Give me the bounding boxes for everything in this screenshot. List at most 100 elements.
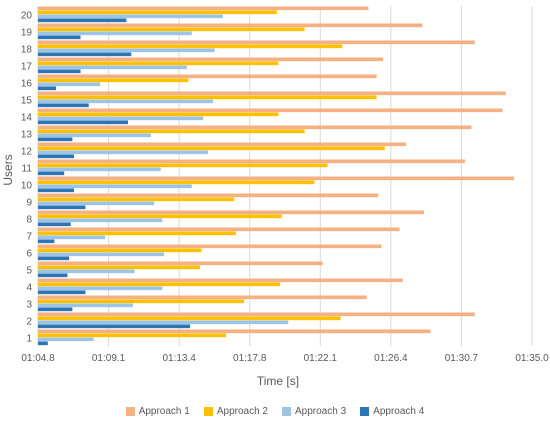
- y-tick-label: 3: [26, 300, 32, 311]
- y-tick-label: 8: [26, 215, 32, 226]
- y-tick-label: 16: [21, 79, 33, 90]
- legend-label: Approach 4: [373, 406, 425, 417]
- bar-approach-1-user-15: [38, 91, 506, 96]
- bar-approach-2-user-19: [38, 27, 305, 32]
- bar-approach-1-user-17: [38, 57, 384, 62]
- bar-approach-2-user-16: [38, 78, 189, 83]
- bar-approach-4-user-1: [38, 341, 48, 346]
- y-tick-label: 20: [21, 11, 33, 22]
- x-axis-label: Time [s]: [257, 374, 299, 388]
- y-tick-label: 11: [22, 164, 33, 175]
- bar-approach-4-user-8: [38, 222, 71, 227]
- x-tick-label: 01:04.8: [21, 353, 55, 364]
- bar-approach-3-user-12: [38, 150, 209, 155]
- bar-approach-2-user-17: [38, 61, 279, 66]
- bar-approach-4-user-6: [38, 256, 70, 261]
- bar-approach-3-user-7: [38, 235, 106, 240]
- x-tick-label: 01:22.1: [304, 353, 338, 364]
- bar-approach-4-user-10: [38, 188, 74, 193]
- bar-approach-3-user-16: [38, 82, 101, 87]
- bar-approach-2-user-14: [38, 112, 279, 117]
- y-tick-label: 17: [21, 62, 33, 73]
- y-tick-label: 5: [26, 266, 32, 277]
- bar-approach-2-user-10: [38, 180, 315, 185]
- bar-approach-2-user-15: [38, 95, 377, 100]
- bar-approach-1-user-4: [38, 278, 403, 283]
- bar-approach-4-user-4: [38, 290, 86, 295]
- x-tick-label: 01:17.8: [233, 353, 267, 364]
- bar-approach-4-user-5: [38, 273, 68, 278]
- x-tick-label: 01:35.0: [515, 353, 549, 364]
- y-tick-label: 7: [26, 232, 32, 243]
- bar-approach-3-user-10: [38, 184, 192, 189]
- bar-approach-3-user-20: [38, 14, 223, 19]
- bar-approach-3-user-17: [38, 65, 187, 70]
- bar-approach-1-user-8: [38, 210, 425, 215]
- bar-approach-3-user-18: [38, 48, 215, 53]
- legend-item: Approach 3: [282, 406, 346, 417]
- gridlines: [37, 6, 533, 346]
- y-tick-label: 9: [26, 198, 32, 209]
- bar-approach-1-user-14: [38, 108, 503, 113]
- bar-approach-4-user-15: [38, 103, 89, 108]
- bar-approach-4-user-3: [38, 307, 73, 312]
- bar-approach-3-user-9: [38, 201, 155, 206]
- y-axis-label: Users: [1, 154, 15, 185]
- bar-approach-2-user-6: [38, 248, 202, 253]
- bar-approach-4-user-14: [38, 120, 128, 125]
- bar-approach-3-user-15: [38, 99, 214, 104]
- bar-approach-1-user-3: [38, 295, 367, 300]
- bar-approach-1-user-12: [38, 142, 407, 147]
- bar-approach-1-user-2: [38, 312, 475, 317]
- bar-approach-2-user-5: [38, 265, 200, 270]
- bar-approach-4-user-11: [38, 171, 65, 176]
- bar-approach-3-user-19: [38, 31, 192, 36]
- x-tick-label: 01:26.4: [374, 353, 408, 364]
- bar-approach-4-user-20: [38, 18, 127, 23]
- bar-approach-1-user-13: [38, 125, 472, 130]
- x-tick-label: 01:30.7: [445, 353, 479, 364]
- bar-approach-3-user-11: [38, 167, 161, 172]
- bar-approach-1-user-6: [38, 244, 382, 249]
- legend-label: Approach 3: [295, 406, 347, 417]
- x-tick-labels: 01:04.8 01:09.1 01:13.4 01:17.8 01:22.1 01:26…: [21, 353, 549, 364]
- bar-approach-3-user-8: [38, 218, 163, 223]
- bars: [38, 6, 515, 346]
- bar-approach-3-user-4: [38, 286, 163, 291]
- bar-approach-2-user-3: [38, 299, 245, 304]
- bar-approach-2-user-20: [38, 10, 277, 15]
- bar-approach-2-user-4: [38, 282, 281, 287]
- bar-approach-3-user-13: [38, 133, 151, 138]
- bar-approach-1-user-7: [38, 227, 400, 232]
- bar-approach-4-user-16: [38, 86, 56, 91]
- legend-swatch: [282, 407, 291, 416]
- bar-approach-1-user-19: [38, 23, 423, 28]
- bar-approach-2-user-2: [38, 316, 341, 321]
- legend-item: Approach 4: [360, 406, 424, 417]
- y-tick-label: 14: [21, 113, 33, 124]
- legend-swatch: [360, 407, 370, 416]
- y-tick-label: 13: [21, 130, 33, 141]
- bar-approach-3-user-2: [38, 320, 289, 325]
- bar-approach-2-user-12: [38, 146, 385, 151]
- y-tick-label: 10: [21, 181, 33, 192]
- bar-approach-2-user-13: [38, 129, 305, 134]
- bar-approach-1-user-11: [38, 159, 465, 164]
- bar-approach-1-user-10: [38, 176, 515, 181]
- bar-approach-4-user-13: [38, 137, 73, 142]
- x-tick-label: 01:13.4: [162, 353, 196, 364]
- bar-approach-1-user-20: [38, 6, 369, 11]
- bar-approach-4-user-17: [38, 69, 81, 74]
- bar-approach-1-user-5: [38, 261, 323, 266]
- legend-item: Approach 1: [125, 406, 190, 417]
- y-tick-label: 6: [26, 249, 32, 260]
- bar-approach-2-user-9: [38, 197, 235, 202]
- y-tick-label: 12: [21, 147, 33, 158]
- y-tick-label: 4: [26, 283, 32, 294]
- legend-item: Approach 2: [203, 406, 268, 417]
- legend-label: Approach 1: [138, 406, 190, 417]
- bar-approach-2-user-7: [38, 231, 236, 236]
- bar-approach-1-user-1: [38, 329, 431, 334]
- bar-approach-2-user-1: [38, 333, 227, 338]
